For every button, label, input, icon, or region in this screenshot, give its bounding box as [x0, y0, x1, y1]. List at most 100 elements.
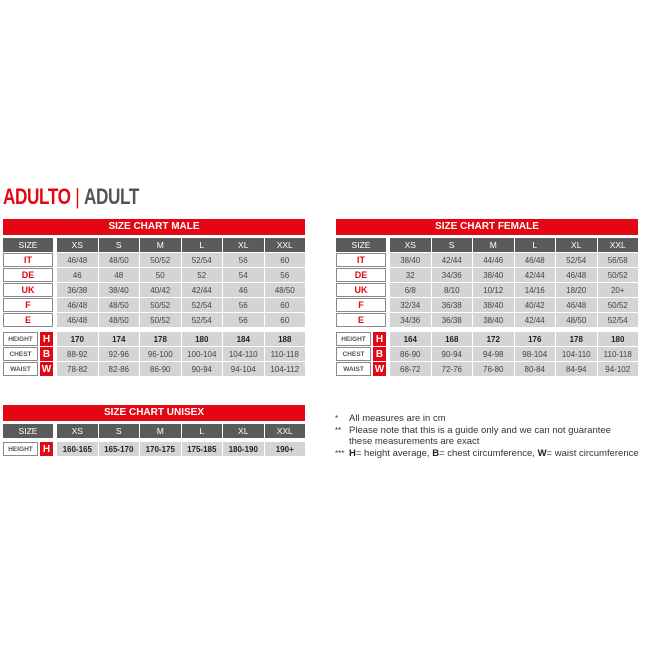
row-cells: 34/36 36/38 38/40 42/44 48/50 52/54	[390, 313, 638, 327]
abbr-letter: W	[537, 447, 547, 459]
row-cells: 6/8 8/10 10/12 14/16 18/20 20+	[390, 283, 638, 297]
row-cells: 164 168 172 176 178 180	[390, 332, 638, 346]
heading-separator: |	[75, 184, 80, 209]
table-cell: 10/12	[473, 283, 514, 297]
column-header: XS	[57, 238, 98, 252]
column-header: XS	[57, 424, 98, 438]
table-cell: 34/36	[431, 268, 472, 282]
measure-label: HEIGHT H	[336, 332, 386, 346]
table-cell: 165-170	[98, 442, 139, 456]
measure-row-height: HEIGHT H 164 168 172 176 178 180	[336, 332, 638, 346]
table-cell: 94-98	[473, 347, 514, 361]
measure-label: WAIST W	[3, 362, 53, 376]
table-cell: 36/38	[57, 283, 98, 297]
measure-name: CHEST	[3, 347, 38, 361]
size-row-uk: UK 6/8 8/10 10/12 14/16 18/20 20+	[336, 283, 638, 297]
table-cell: 90-94	[431, 347, 472, 361]
size-header: SIZE	[3, 238, 53, 252]
abbr-text: = height average,	[355, 447, 433, 459]
table-cell: 180	[597, 332, 638, 346]
table-cell: 38/40	[390, 253, 431, 267]
table-cell: 80-84	[514, 362, 555, 376]
table-cell: 38/40	[473, 298, 514, 312]
notes: * All measures are in cm ** Please note tha…	[335, 413, 639, 459]
row-cells: 32 34/36 38/40 42/44 46/48 50/52	[390, 268, 638, 282]
table-cell: 42/44	[514, 313, 555, 327]
table-cell: 56	[223, 298, 264, 312]
measure-name: HEIGHT	[3, 442, 38, 456]
table-cell: 168	[431, 332, 472, 346]
table-cell: 46/48	[57, 313, 98, 327]
row-cells: 32/34 36/38 38/40 40/42 46/48 50/52	[390, 298, 638, 312]
table-cell: 190+	[264, 442, 305, 456]
abbr-letter: B	[432, 447, 440, 459]
page-heading: ADULTO | ADULT	[3, 184, 139, 210]
table-cell: 46/48	[514, 253, 555, 267]
note-marker: ***	[335, 448, 345, 458]
table-cell: 42/44	[431, 253, 472, 267]
measure-row-waist: WAIST W 78-82 82-86 86-90 90-94 94-104 104-112	[3, 362, 305, 376]
table-cell: 52/54	[181, 313, 222, 327]
size-row-de: DE 32 34/36 38/40 42/44 46/48 50/52	[336, 268, 638, 282]
table-cell: 60	[264, 253, 305, 267]
size-system-label: DE	[3, 268, 53, 282]
table-cell: 96-100	[140, 347, 181, 361]
column-header: L	[181, 238, 222, 252]
table-cell: 104-110	[556, 347, 597, 361]
table-cell: 76-80	[473, 362, 514, 376]
size-row-it: IT 38/40 42/44 44/46 46/48 52/54 56/58	[336, 253, 638, 267]
table-cell: 48/50	[98, 253, 139, 267]
measure-row-chest: CHEST B 88-92 92-96 96-100 100-104 104-110 110-…	[3, 347, 305, 361]
table-cell: 88-92	[57, 347, 98, 361]
table-cell: 176	[514, 332, 555, 346]
table-cell: 82-86	[98, 362, 139, 376]
size-row-de: DE 46 48 50 52 54 56	[3, 268, 305, 282]
table-cell: 32/34	[390, 298, 431, 312]
table-cell: 52/54	[181, 253, 222, 267]
note-text: Please note that this is a guide only an…	[349, 424, 611, 448]
size-row-f: F 46/48 48/50 50/52 52/54 56 60	[3, 298, 305, 312]
heading-english: ADULT	[83, 184, 139, 209]
table-cell: 92-96	[98, 347, 139, 361]
table-cell: 46	[57, 268, 98, 282]
table-cell: 50/52	[140, 253, 181, 267]
table-cell: 48	[98, 268, 139, 282]
table-cell: 38/40	[473, 268, 514, 282]
table-cell: 46/48	[556, 268, 597, 282]
table-cell: 184	[223, 332, 264, 346]
size-header: SIZE	[336, 238, 386, 252]
measure-label: CHEST B	[3, 347, 53, 361]
size-system-label: DE	[336, 268, 386, 282]
table-cell: 60	[264, 313, 305, 327]
measure-label: HEIGHT H	[3, 442, 53, 456]
measure-letter-badge: B	[40, 347, 53, 361]
table-cell: 36/38	[431, 313, 472, 327]
table-cell: 160-165	[57, 442, 98, 456]
table-cell: 164	[390, 332, 431, 346]
chart-title: SIZE CHART FEMALE	[336, 219, 638, 235]
column-header: XL	[556, 238, 597, 252]
table-cell: 84-94	[556, 362, 597, 376]
column-header: L	[181, 424, 222, 438]
size-system-label: F	[336, 298, 386, 312]
note-item: ** Please note that this is a guide only …	[335, 425, 639, 448]
size-row-f: F 32/34 36/38 38/40 40/42 46/48 50/52	[336, 298, 638, 312]
size-row-uk: UK 36/38 38/40 40/42 42/44 46 48/50	[3, 283, 305, 297]
header-cells: XS S M L XL XXL	[390, 238, 638, 252]
size-header: SIZE	[3, 424, 53, 438]
table-cell: 56/58	[597, 253, 638, 267]
row-cells: 46/48 48/50 50/52 52/54 56 60	[57, 253, 305, 267]
measure-row-chest: CHEST B 86-90 90-94 94-98 98-104 104-110 110-11…	[336, 347, 638, 361]
measure-letter-badge: H	[373, 332, 386, 346]
table-cell: 94-102	[597, 362, 638, 376]
table-cell: 46/48	[57, 298, 98, 312]
measure-name: WAIST	[336, 362, 371, 376]
table-cell: 50/52	[597, 298, 638, 312]
measure-row-waist: WAIST W 68-72 72-76 76-80 80-84 84-94 94-102	[336, 362, 638, 376]
column-header: M	[140, 424, 181, 438]
size-system-label: E	[3, 313, 53, 327]
column-header: XXL	[264, 424, 305, 438]
table-cell: 178	[556, 332, 597, 346]
note-item: *** H= height average, B= chest circumfer…	[335, 448, 639, 460]
table-cell: 6/8	[390, 283, 431, 297]
